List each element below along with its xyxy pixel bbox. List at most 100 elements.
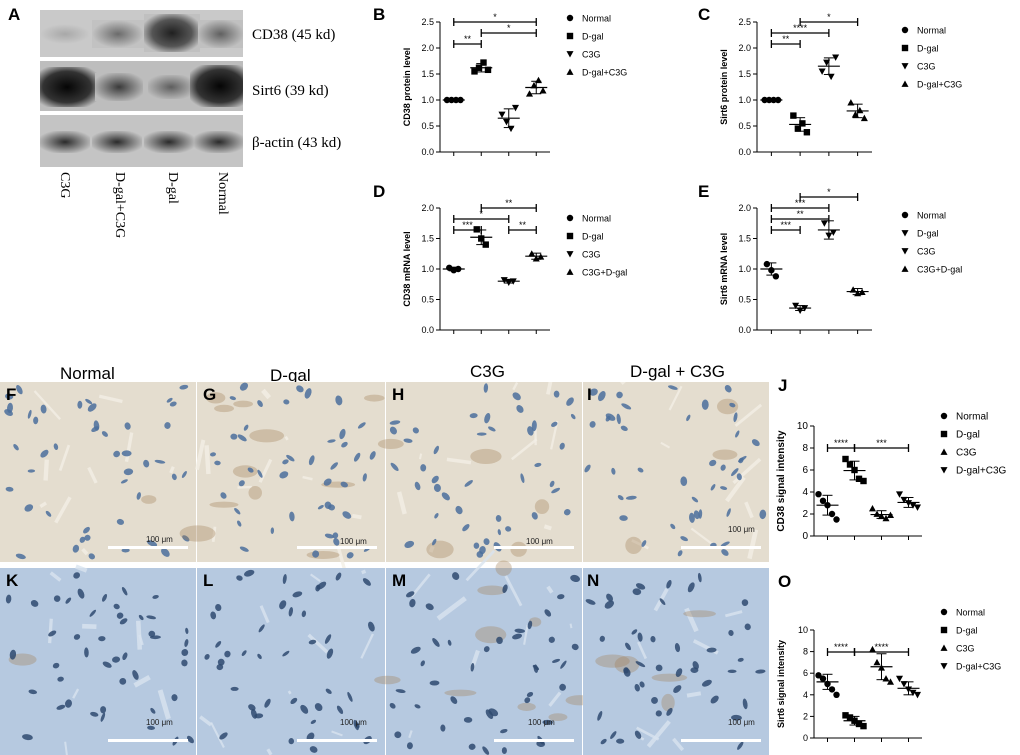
nucleus [236,575,243,581]
nucleus [113,450,121,458]
y-tick-label: 0.0 [738,325,751,335]
nucleus [288,738,295,745]
nucleus [751,439,760,447]
tissue-streak [510,438,538,461]
significance-label: ** [505,198,513,208]
panel-letter-k: K [6,571,19,590]
nucleus [279,471,289,479]
nucleus [282,573,287,585]
nucleus [357,422,366,429]
legend-marker [901,211,909,219]
nucleus [635,583,646,590]
nucleus [701,399,709,410]
nucleus [116,612,124,619]
nucleus [282,459,289,465]
nucleus [181,471,187,478]
nucleus [726,508,731,517]
nucleus [516,405,524,413]
nucleus [244,569,255,577]
nucleus [304,388,312,399]
nucleus [635,661,646,668]
blot-band [190,65,243,107]
nucleus [15,553,26,560]
legend-marker [940,412,948,420]
data-point [815,491,822,498]
scale-bar [681,546,761,549]
legend-marker [940,644,948,651]
y-tick-label: 1.0 [421,95,434,105]
data-point [828,510,836,518]
nucleus [686,414,691,422]
nucleus [710,484,716,491]
nucleus [53,595,61,602]
stain-patch [510,541,527,557]
stain-patch [595,654,630,668]
panel-letter-c: C [698,5,711,24]
significance-label: *** [876,438,887,448]
y-tick-label: 0.5 [421,121,434,131]
blot-band [40,67,98,107]
nucleus [512,633,523,640]
stain-patch [651,673,688,682]
data-point [913,504,922,511]
nucleus [488,426,496,432]
nucleus [680,476,688,487]
tissue-streak [87,466,98,484]
legend-label: D-gal [917,229,939,239]
tissue-streak [646,720,671,748]
tissue-streak [686,691,702,698]
scale-label: 100 μm [340,718,367,727]
nucleus [620,425,628,431]
nucleus [673,685,682,693]
nucleus [566,397,574,406]
data-point [913,691,922,699]
significance-label: ** [797,209,805,219]
legend-label: C3G [582,250,601,260]
nucleus [138,614,144,621]
legend-label: Normal [582,214,611,224]
nucleus [631,629,638,635]
legend-label: C3G [917,62,936,72]
nucleus [72,544,80,553]
legend-marker [901,265,909,272]
nucleus [605,413,616,421]
scale-label: 100 μm [146,718,173,727]
data-point [842,455,849,463]
column-title-normal: Normal [60,364,115,383]
nucleus [589,388,598,396]
nucleus [441,492,450,501]
panel-letter-h: H [392,385,405,404]
nucleus [121,548,130,553]
stain-patch [364,394,385,402]
nucleus [5,393,14,400]
nucleus [502,584,508,593]
nucleus [317,505,324,510]
legend-marker [940,663,948,670]
tissue-streak [49,571,62,582]
legend-marker [901,63,909,70]
nucleus [324,634,332,644]
nucleus [584,464,591,473]
scale-label: 100 μm [340,537,367,546]
nucleus [479,546,486,555]
nucleus [616,738,625,744]
nucleus [597,391,606,402]
nucleus [720,464,726,471]
stain-patch [248,486,262,500]
nucleus [237,520,242,527]
nucleus [650,635,656,643]
nucleus [496,636,503,645]
nucleus [625,495,637,500]
stain-patch [374,675,401,685]
nucleus [680,536,689,542]
nucleus [468,743,476,750]
nucleus [215,603,222,612]
nucleus [123,468,134,476]
nucleus [552,658,561,663]
tissue-streak [261,388,272,400]
stain-patch [179,525,216,542]
tissue-streak [33,390,61,420]
tissue-streak [660,441,671,449]
y-tick-label: 1.0 [738,264,751,274]
nucleus [597,710,603,721]
